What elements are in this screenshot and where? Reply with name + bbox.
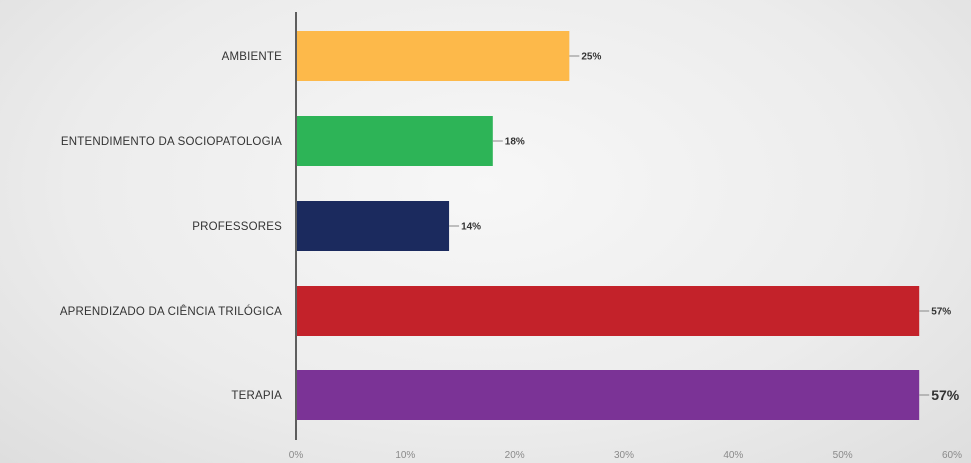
category-label-3: APRENDIZADO DA CIÊNCIA TRILÓGICA: [60, 305, 282, 318]
bar-3: [297, 286, 920, 336]
bars-layer: [297, 31, 920, 420]
data-label-3: 57%: [931, 307, 951, 318]
data-label-4: 57%: [931, 387, 960, 403]
category-label-1: ENTENDIMENTO DA SOCIOPATOLOGIA: [61, 136, 282, 148]
bar-2: [297, 201, 450, 251]
x-tick-label-6: 60%: [942, 450, 962, 461]
x-tick-label-0: 0%: [289, 450, 304, 461]
bar-1: [297, 116, 493, 166]
x-tick-label-3: 30%: [614, 450, 634, 461]
x-tick-label-4: 40%: [723, 450, 743, 461]
x-tick-label-5: 50%: [833, 450, 853, 461]
labels-layer: AMBIENTE 25% ENTENDIMENTO DA SOCIOPATOLOGI…: [60, 51, 960, 403]
x-tick-label-1: 10%: [395, 450, 415, 461]
category-label-4: TERAPIA: [231, 390, 282, 402]
data-label-1: 18%: [505, 137, 525, 148]
bar-4: [297, 370, 920, 420]
bar-0: [297, 31, 570, 81]
x-tick-label-2: 20%: [505, 450, 525, 461]
data-label-2: 14%: [461, 222, 481, 233]
category-label-2: PROFESSORES: [192, 221, 282, 233]
category-label-0: AMBIENTE: [222, 51, 283, 63]
axis-layer: 0% 10% 20% 30% 40% 50% 60%: [289, 12, 962, 461]
data-label-0: 25%: [581, 52, 601, 63]
